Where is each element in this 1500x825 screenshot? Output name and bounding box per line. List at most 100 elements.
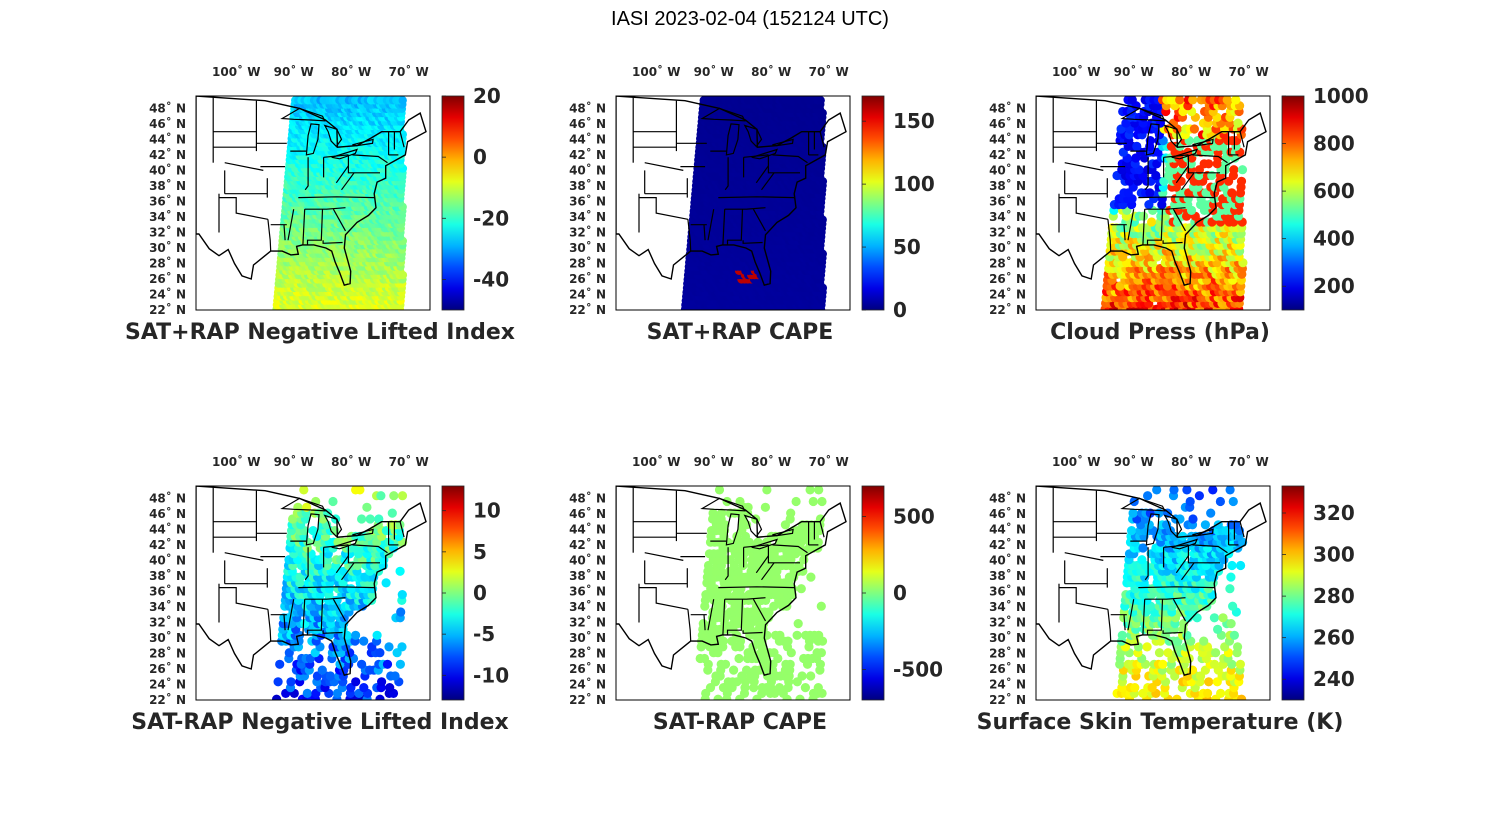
state-border (1059, 197, 1109, 220)
data-point (1237, 165, 1248, 175)
lat-tick-label: 28˚ N (149, 255, 186, 270)
state-border (335, 165, 349, 184)
map-plot: 100˚ W 90˚ W 80˚ W 70˚ W 48˚ N46˚ N44˚ N42˚ … (149, 64, 509, 317)
colorbar (441, 95, 465, 311)
colorbar-tick-label: 100 (893, 172, 935, 196)
lat-tick-label: 34˚ N (569, 209, 606, 224)
state-border (1172, 208, 1187, 232)
state-border (1239, 131, 1245, 148)
map-plot: 100˚ W 90˚ W 80˚ W 70˚ W48˚ N46˚ N44˚ N42˚ … (989, 64, 1369, 317)
lon-tick-label: 80˚ W (331, 64, 371, 79)
lat-tick-label: 34˚ N (149, 209, 186, 224)
lat-tick-label: 30˚ N (989, 240, 1026, 255)
lat-tick-label: 38˚ N (989, 178, 1026, 193)
colorbar-tick-label: 150 (893, 109, 935, 133)
data-point (816, 96, 825, 105)
coastline (196, 96, 427, 287)
state-border (306, 209, 324, 245)
lake-outline (1163, 124, 1183, 148)
lat-tick-label: 28˚ N (569, 255, 606, 270)
lake-outline (331, 148, 359, 160)
map-outlines (616, 96, 847, 287)
lake-outline (305, 123, 320, 156)
state-border (761, 172, 775, 191)
state-border (1107, 219, 1112, 252)
state-border (718, 196, 795, 199)
lat-tick-label: 48˚ N (569, 100, 606, 115)
lake-outline (1171, 148, 1199, 160)
lat-tick-label: 44˚ N (149, 131, 186, 146)
state-border (1144, 207, 1186, 210)
state-border (283, 224, 286, 241)
colorbar-tick-label: -40 (473, 267, 509, 291)
state-border (724, 207, 766, 210)
lat-tick-label: 22˚ N (149, 302, 186, 317)
lon-tick-label: 100˚ W (1052, 64, 1100, 79)
state-border (347, 154, 380, 174)
state-border (743, 154, 769, 158)
state-border (304, 207, 346, 210)
lon-tick-label: 70˚ W (1229, 64, 1269, 79)
lake-outline (1192, 138, 1214, 147)
colorbar (1281, 95, 1305, 311)
state-border (644, 162, 684, 171)
lake-outline (352, 138, 374, 147)
lat-tick-label: 44˚ N (569, 131, 606, 146)
lat-tick-label: 46˚ N (569, 116, 606, 131)
state-border (722, 209, 726, 245)
map-panel-sat-rap-neg-lifted-index: 100˚ W 90˚ W 80˚ W 70˚ W 48˚ N 46˚ N 44˚ N 42˚ … (100, 60, 530, 390)
data-point (1175, 96, 1185, 105)
state-border (772, 154, 808, 164)
lat-tick-label: 42˚ N (989, 147, 1026, 162)
state-border (267, 219, 272, 252)
map-panel-cloud-pressure: 100˚ W 90˚ W 80˚ W 70˚ W 48˚ N 46˚ N 44˚ N 42˚ … (940, 60, 1370, 390)
state-border (1144, 157, 1149, 191)
map-border (615, 95, 851, 311)
lake-outline (280, 107, 326, 122)
state-border (341, 172, 355, 191)
data-point (385, 683, 395, 693)
map-border (1035, 95, 1271, 311)
colorbar-tick-label: 800 (1313, 132, 1355, 156)
lat-tick-label: 36˚ N (989, 193, 1026, 208)
map-border (195, 95, 431, 311)
lon-tick-label: 70˚ W (809, 64, 849, 79)
data-point (1229, 165, 1239, 175)
state-border (399, 131, 405, 148)
colorbar-tick-label: 600 (1313, 179, 1355, 203)
coastline (616, 96, 847, 287)
lon-tick-label: 100˚ W (212, 64, 260, 79)
lat-tick-label: 42˚ N (569, 147, 606, 162)
state-border (224, 162, 264, 171)
data-point (302, 688, 312, 698)
lon-tick-label: 70˚ W (389, 64, 429, 79)
state-border (752, 208, 767, 232)
lat-tick-label: 30˚ N (149, 240, 186, 255)
data-point (1189, 124, 1199, 134)
lat-tick-label: 48˚ N (149, 100, 186, 115)
data-point (1236, 176, 1247, 186)
lon-tick-label: 90˚ W (274, 64, 314, 79)
lat-tick-label: 34˚ N (989, 209, 1026, 224)
lat-tick-label: 36˚ N (569, 193, 606, 208)
state-border (219, 197, 269, 220)
state-border (304, 157, 309, 191)
state-border (322, 240, 343, 244)
state-border (1146, 209, 1164, 245)
state-border (1181, 172, 1195, 191)
data-points (272, 96, 408, 310)
lat-tick-label: 42˚ N (149, 147, 186, 162)
state-border (726, 209, 744, 245)
data-point (1231, 96, 1241, 105)
state-border (1064, 162, 1104, 171)
colorbar-tick-label: 200 (1313, 274, 1355, 298)
lon-tick-label: 80˚ W (751, 64, 791, 79)
data-point (1132, 141, 1142, 151)
state-border (767, 154, 800, 174)
state-border (287, 209, 295, 241)
colorbar-tick-label: 1000 (1313, 84, 1369, 108)
lat-tick-label: 46˚ N (149, 116, 186, 131)
lat-tick-label: 28˚ N (989, 255, 1026, 270)
lake-outline (725, 123, 740, 156)
panel-title: Cloud Press (hPa) (1050, 320, 1270, 345)
